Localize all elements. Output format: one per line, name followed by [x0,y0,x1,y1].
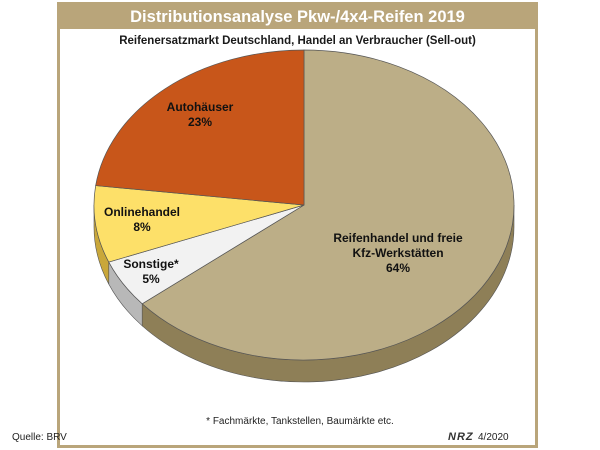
source-label: Quelle: BRV [12,432,67,443]
pie-slice-onlinehandel [93,185,305,263]
slice-label-onlinehandel: Onlinehandel 8% [104,205,180,234]
footnote: * Fachmärkte, Tankstellen, Baumärkte etc… [206,416,394,427]
publication-date: 4/2020 [478,432,509,443]
chart-title: Distributionsanalyse Pkw-/4x4-Reifen 201… [60,5,535,29]
slice-label-reifenhandel-und-freie-kfz-werkstaetten: Reifenhandel und freie Kfz-Werkstätten 64% [333,231,463,275]
pie-slice-autohaeuser [95,49,305,206]
brand-logo: NRZ [448,431,474,443]
chart-subtitle: Reifenersatzmarkt Deutschland, Handel an… [119,35,476,47]
slice-label-autohaeuser: Autohäuser 23% [167,100,234,129]
slice-label-sonstige: Sonstige* 5% [123,257,179,286]
pie-slice-reifenhandel-und-freie-kfz-werkstaetten [141,49,515,361]
